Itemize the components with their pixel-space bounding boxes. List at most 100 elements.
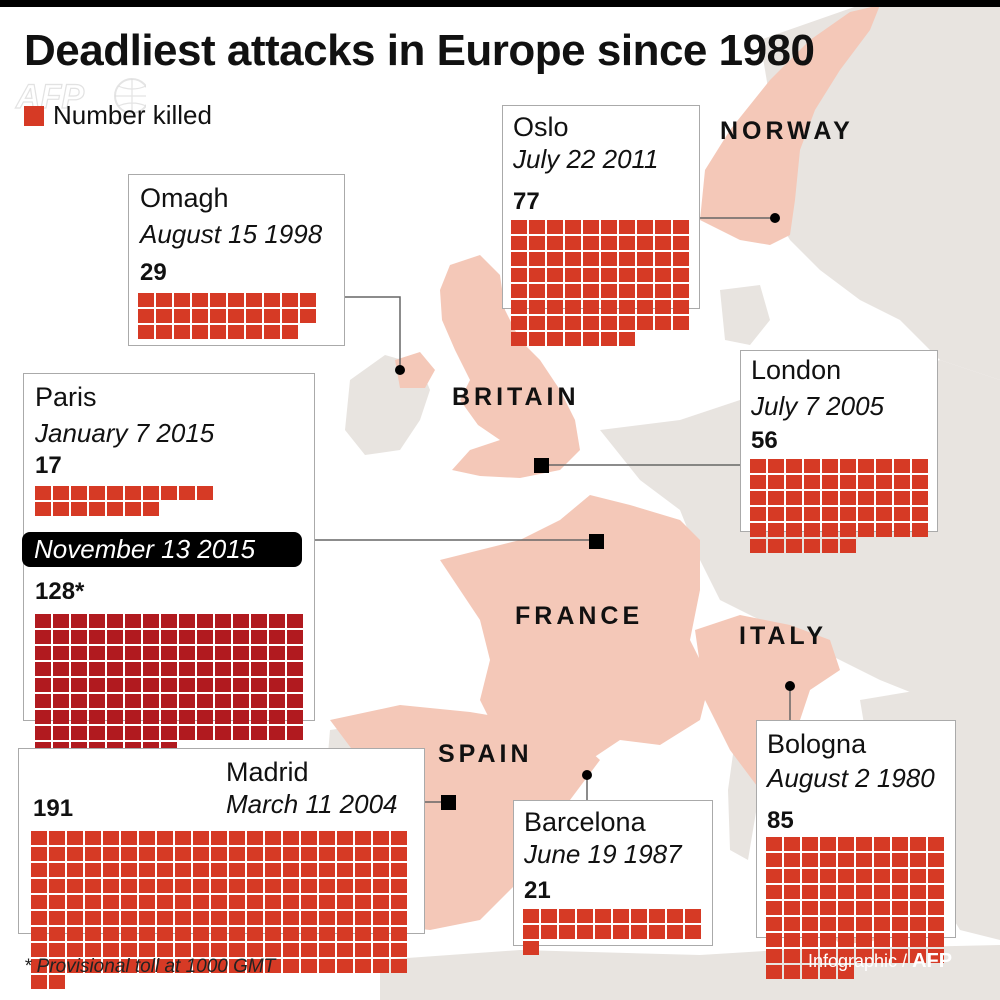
victim-square bbox=[49, 911, 65, 925]
victim-square bbox=[35, 710, 51, 724]
victim-square bbox=[138, 309, 154, 323]
victim-square bbox=[35, 502, 51, 516]
victim-square bbox=[197, 662, 213, 676]
victim-square bbox=[784, 901, 800, 915]
page-title: Deadliest attacks in Europe since 1980 bbox=[24, 26, 815, 75]
victim-square bbox=[631, 909, 647, 923]
victim-square bbox=[529, 236, 545, 250]
victim-square bbox=[283, 895, 299, 909]
victim-square bbox=[233, 694, 249, 708]
victim-square bbox=[157, 895, 173, 909]
victim-square bbox=[283, 847, 299, 861]
victim-square bbox=[210, 293, 226, 307]
victim-square bbox=[161, 630, 177, 644]
card-omagh: Omagh August 15 1998 29 bbox=[128, 174, 345, 346]
connector-omagh bbox=[345, 296, 401, 370]
victim-square bbox=[192, 325, 208, 339]
victim-square bbox=[89, 630, 105, 644]
victim-square bbox=[247, 959, 263, 973]
victim-square bbox=[523, 925, 539, 939]
victim-square bbox=[928, 917, 944, 931]
victim-square bbox=[784, 933, 800, 947]
city-name: Bologna bbox=[767, 729, 867, 759]
victim-square bbox=[197, 710, 213, 724]
marker-madrid bbox=[441, 795, 456, 810]
victim-square bbox=[391, 831, 407, 845]
victim-square bbox=[247, 943, 263, 957]
victim-square bbox=[179, 726, 195, 740]
victim-square bbox=[229, 879, 245, 893]
victim-square bbox=[211, 831, 227, 845]
victim-square bbox=[175, 927, 191, 941]
victim-square bbox=[910, 837, 926, 851]
victim-square bbox=[125, 710, 141, 724]
victim-square bbox=[784, 853, 800, 867]
victim-square bbox=[157, 959, 173, 973]
victim-square bbox=[246, 293, 262, 307]
victim-square bbox=[319, 959, 335, 973]
victim-square bbox=[161, 646, 177, 660]
victim-square bbox=[912, 523, 928, 537]
victim-square bbox=[71, 646, 87, 660]
france-land bbox=[440, 495, 710, 760]
victim-square bbox=[121, 847, 137, 861]
victim-square bbox=[547, 252, 563, 266]
square-grid bbox=[511, 220, 689, 346]
victim-square bbox=[215, 662, 231, 676]
victim-square bbox=[637, 236, 653, 250]
victim-square bbox=[301, 831, 317, 845]
victim-square bbox=[673, 300, 689, 314]
victim-square bbox=[768, 475, 784, 489]
victim-square bbox=[337, 847, 353, 861]
victim-square bbox=[193, 879, 209, 893]
victim-square bbox=[649, 909, 665, 923]
victim-square bbox=[174, 309, 190, 323]
victim-square bbox=[31, 847, 47, 861]
victim-square bbox=[373, 847, 389, 861]
victim-square bbox=[337, 911, 353, 925]
victim-square bbox=[85, 943, 101, 957]
victim-square bbox=[103, 959, 119, 973]
victim-square bbox=[892, 949, 908, 963]
victim-square bbox=[301, 911, 317, 925]
victim-square bbox=[211, 943, 227, 957]
victim-square bbox=[876, 491, 892, 505]
victim-square bbox=[229, 847, 245, 861]
country-label-britain: BRITAIN bbox=[452, 383, 580, 411]
victim-square bbox=[300, 293, 316, 307]
victim-square bbox=[655, 316, 671, 330]
victim-square bbox=[107, 726, 123, 740]
victim-square bbox=[355, 927, 371, 941]
victim-square bbox=[107, 614, 123, 628]
victim-square bbox=[251, 614, 267, 628]
victim-square bbox=[161, 614, 177, 628]
victim-square bbox=[910, 933, 926, 947]
victim-square bbox=[67, 895, 83, 909]
victim-square bbox=[31, 895, 47, 909]
victim-square bbox=[511, 252, 527, 266]
victim-square bbox=[784, 885, 800, 899]
victim-square bbox=[595, 909, 611, 923]
victim-square bbox=[85, 911, 101, 925]
victim-square bbox=[175, 831, 191, 845]
victim-square bbox=[67, 911, 83, 925]
victim-square bbox=[583, 220, 599, 234]
victim-square bbox=[601, 316, 617, 330]
victim-square bbox=[373, 863, 389, 877]
victim-square bbox=[265, 959, 281, 973]
victim-square bbox=[35, 662, 51, 676]
victim-square bbox=[637, 268, 653, 282]
marker-paris bbox=[589, 534, 604, 549]
victim-square bbox=[319, 863, 335, 877]
victim-square bbox=[685, 909, 701, 923]
victim-square bbox=[157, 943, 173, 957]
victim-square bbox=[49, 879, 65, 893]
victim-square bbox=[251, 646, 267, 660]
victim-square bbox=[874, 869, 890, 883]
victim-square bbox=[35, 646, 51, 660]
victim-square bbox=[287, 614, 303, 628]
victim-square bbox=[876, 507, 892, 521]
victim-square bbox=[876, 459, 892, 473]
victim-square bbox=[838, 837, 854, 851]
victim-square bbox=[565, 332, 581, 346]
